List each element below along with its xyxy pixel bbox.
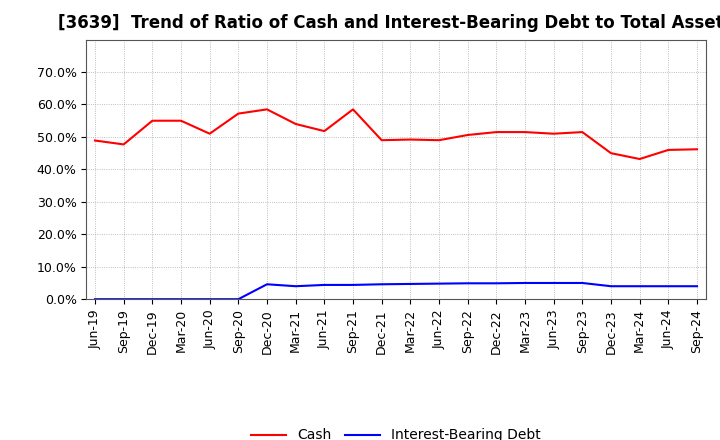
Cash <box>377 138 386 143</box>
Interest-Bearing Debt <box>492 281 500 286</box>
Title: [3639]  Trend of Ratio of Cash and Interest-Bearing Debt to Total Assets: [3639] Trend of Ratio of Cash and Intere… <box>58 15 720 33</box>
Interest-Bearing Debt <box>348 282 357 288</box>
Line: Cash: Cash <box>95 110 697 159</box>
Interest-Bearing Debt <box>148 297 157 302</box>
Interest-Bearing Debt <box>578 280 587 286</box>
Cash <box>320 128 328 134</box>
Interest-Bearing Debt <box>435 281 444 286</box>
Cash <box>664 147 672 153</box>
Interest-Bearing Debt <box>320 282 328 288</box>
Cash <box>549 131 558 136</box>
Cash <box>492 129 500 135</box>
Cash <box>91 138 99 143</box>
Interest-Bearing Debt <box>205 297 214 302</box>
Interest-Bearing Debt <box>664 284 672 289</box>
Cash <box>234 111 243 116</box>
Interest-Bearing Debt <box>549 280 558 286</box>
Cash <box>607 150 616 156</box>
Cash <box>406 137 415 142</box>
Interest-Bearing Debt <box>693 284 701 289</box>
Interest-Bearing Debt <box>120 297 128 302</box>
Cash <box>521 129 529 135</box>
Cash <box>578 129 587 135</box>
Cash <box>176 118 185 123</box>
Legend: Cash, Interest-Bearing Debt: Cash, Interest-Bearing Debt <box>246 423 546 440</box>
Cash <box>693 147 701 152</box>
Line: Interest-Bearing Debt: Interest-Bearing Debt <box>95 283 697 299</box>
Interest-Bearing Debt <box>635 284 644 289</box>
Interest-Bearing Debt <box>521 280 529 286</box>
Interest-Bearing Debt <box>292 284 300 289</box>
Interest-Bearing Debt <box>406 281 415 286</box>
Cash <box>348 107 357 112</box>
Cash <box>635 156 644 161</box>
Interest-Bearing Debt <box>263 282 271 287</box>
Cash <box>292 121 300 127</box>
Cash <box>120 142 128 147</box>
Interest-Bearing Debt <box>607 284 616 289</box>
Cash <box>464 132 472 138</box>
Cash <box>205 131 214 136</box>
Interest-Bearing Debt <box>464 281 472 286</box>
Interest-Bearing Debt <box>91 297 99 302</box>
Cash <box>263 107 271 112</box>
Cash <box>435 138 444 143</box>
Interest-Bearing Debt <box>377 282 386 287</box>
Cash <box>148 118 157 123</box>
Interest-Bearing Debt <box>234 297 243 302</box>
Interest-Bearing Debt <box>176 297 185 302</box>
